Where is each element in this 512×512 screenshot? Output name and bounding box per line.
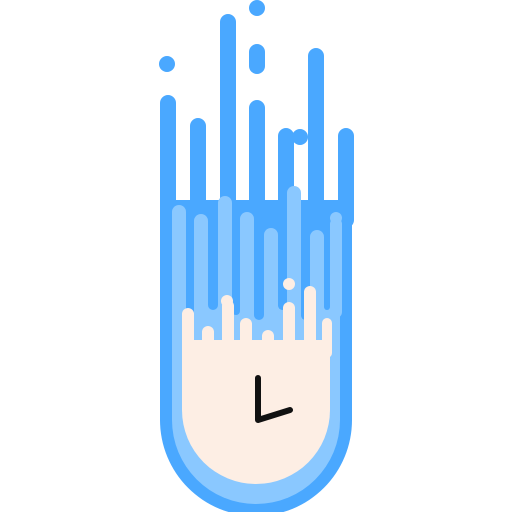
drop [221,295,233,307]
streak-gaps [176,80,338,200]
drop [249,0,265,16]
drop [159,56,175,72]
drop [283,278,295,290]
streak [190,118,206,218]
streak [249,100,265,220]
clock-hands-icon [255,375,293,423]
drop [249,44,265,74]
streak [160,95,176,215]
middle-gaps [186,235,330,320]
drop [292,129,308,145]
streak [220,14,236,224]
streak [338,128,354,228]
drop [330,212,342,224]
streak [308,48,324,218]
